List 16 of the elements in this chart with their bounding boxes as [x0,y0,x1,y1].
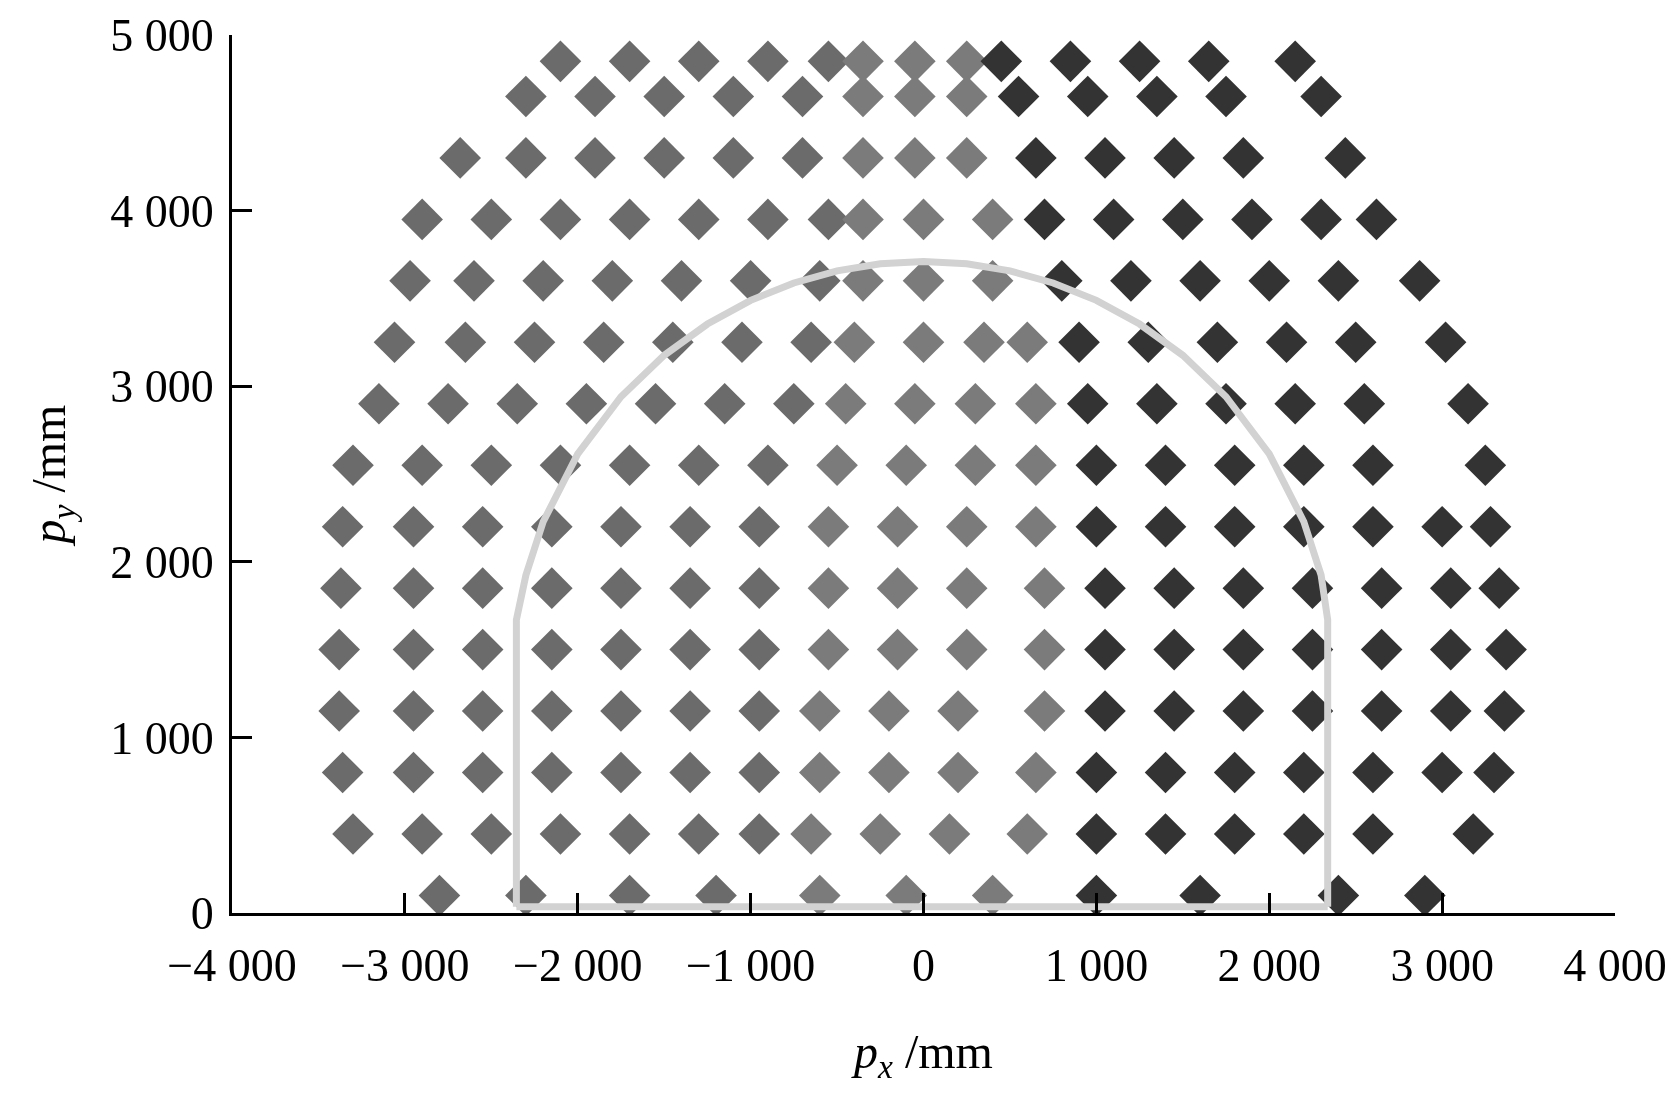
x-axis-title: p$_{x}$ /mm [851,1025,993,1086]
x-tick-label: 0 [912,940,935,992]
y-tick-label: 3 000 [110,361,214,413]
x-tick-label: 3 000 [1390,940,1494,992]
y-tick-label: 5 000 [110,10,214,62]
y-tick-label: 4 000 [110,185,214,237]
x-tick-label: 1 000 [1044,940,1149,992]
x-tick-label: −3 000 [340,940,470,992]
y-tick-label: 1 000 [110,712,214,764]
x-tick-label: −2 000 [513,940,643,992]
x-tick-label: 2 000 [1217,940,1321,992]
x-tick-label: −1 000 [685,940,816,992]
x-tick-label: 4 000 [1563,940,1667,992]
x-tick-label: −4 000 [167,940,297,992]
y-tick-label: 0 [190,888,214,940]
y-tick-label: 2 000 [110,536,214,588]
